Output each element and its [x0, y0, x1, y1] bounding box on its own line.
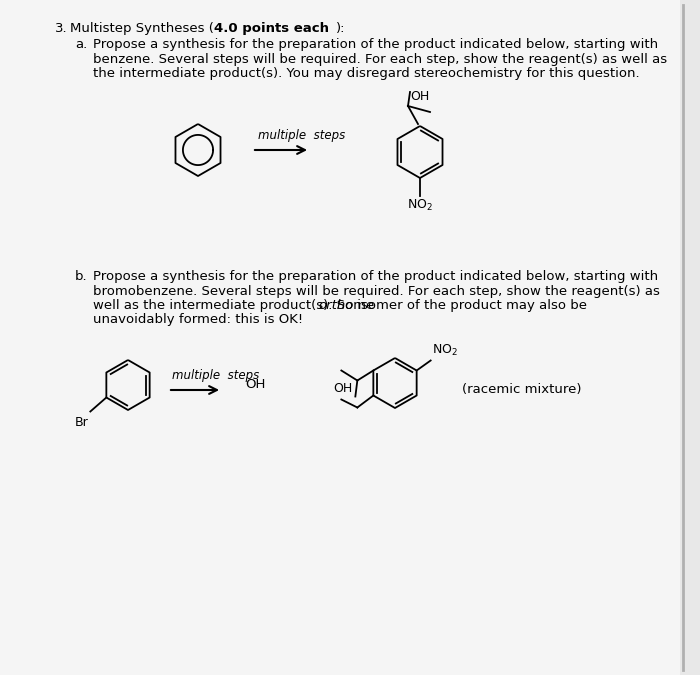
- Text: benzene. Several steps will be required. For each step, show the reagent(s) as w: benzene. Several steps will be required.…: [93, 53, 667, 65]
- Text: unavoidably formed: this is OK!: unavoidably formed: this is OK!: [93, 313, 303, 327]
- Text: isomer of the product may also be: isomer of the product may also be: [353, 299, 587, 312]
- Text: ):: ):: [336, 22, 346, 35]
- Text: OH: OH: [410, 90, 429, 103]
- Text: Propose a synthesis for the preparation of the product indicated below, starting: Propose a synthesis for the preparation …: [93, 38, 658, 51]
- Text: 3.: 3.: [55, 22, 68, 35]
- Text: multiple  steps: multiple steps: [172, 369, 259, 382]
- Text: Br: Br: [75, 416, 88, 429]
- Text: OH: OH: [333, 383, 352, 396]
- Text: well as the intermediate product(s). Some: well as the intermediate product(s). Som…: [93, 299, 379, 312]
- Text: Multistep Syntheses (: Multistep Syntheses (: [70, 22, 214, 35]
- Text: multiple  steps: multiple steps: [258, 129, 345, 142]
- Text: ortho: ortho: [318, 299, 354, 312]
- Text: a.: a.: [75, 38, 88, 51]
- Text: bromobenzene. Several steps will be required. For each step, show the reagent(s): bromobenzene. Several steps will be requ…: [93, 284, 660, 298]
- FancyBboxPatch shape: [0, 0, 680, 675]
- Text: NO$_2$: NO$_2$: [432, 342, 458, 358]
- Text: (racemic mixture): (racemic mixture): [462, 383, 582, 396]
- Text: OH: OH: [245, 379, 265, 391]
- Text: 4.0 points each: 4.0 points each: [214, 22, 329, 35]
- Text: NO$_2$: NO$_2$: [407, 198, 433, 213]
- Text: Propose a synthesis for the preparation of the product indicated below, starting: Propose a synthesis for the preparation …: [93, 270, 658, 283]
- Text: b.: b.: [75, 270, 88, 283]
- Text: the intermediate product(s). You may disregard stereochemistry for this question: the intermediate product(s). You may dis…: [93, 67, 640, 80]
